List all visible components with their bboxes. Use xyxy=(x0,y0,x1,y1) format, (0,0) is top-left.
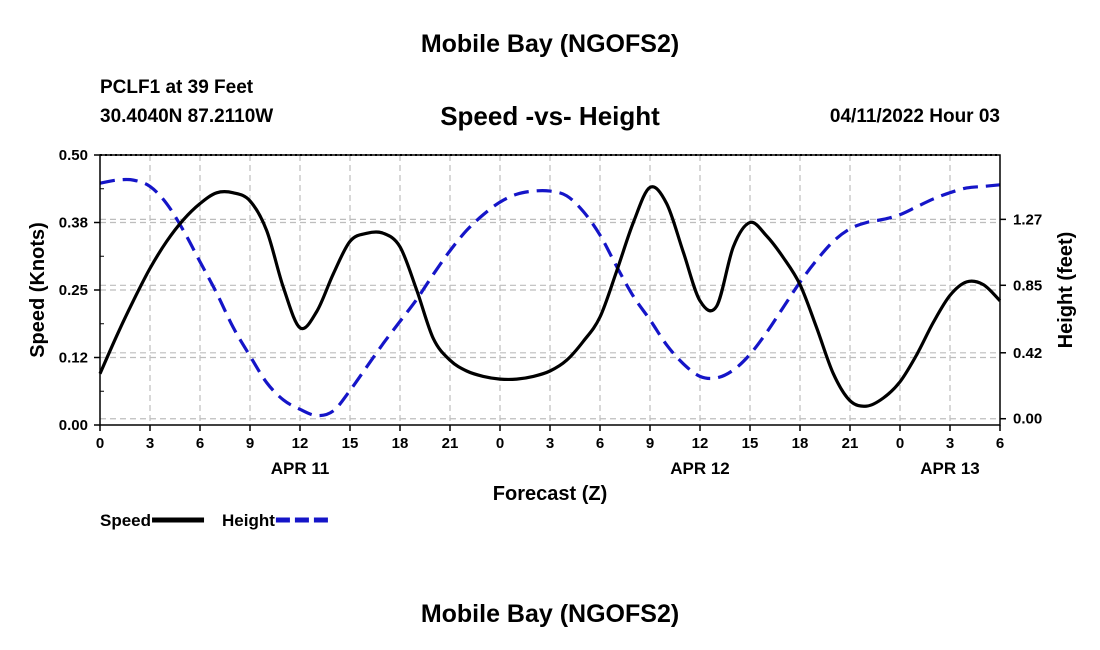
x-tick-label: 18 xyxy=(392,435,409,452)
left-axis-label: Speed (Knots) xyxy=(27,222,49,358)
left-tick-label: 0.25 xyxy=(59,282,88,299)
x-tick-label: 3 xyxy=(546,435,554,452)
right-axis-label: Height (feet) xyxy=(1055,232,1077,349)
x-tick-label: 0 xyxy=(96,435,104,452)
x-tick-label: 0 xyxy=(896,435,904,452)
x-tick-label: 21 xyxy=(442,435,459,452)
left-tick-label: 0.00 xyxy=(59,417,88,434)
right-tick-label: 1.27 xyxy=(1013,211,1042,228)
x-tick-label: 15 xyxy=(742,435,759,452)
footer-title: Mobile Bay (NGOFS2) xyxy=(420,600,680,628)
x-tick-label: 18 xyxy=(792,435,809,452)
station-coordinates: 30.4040N 87.2110W xyxy=(100,106,274,127)
x-tick-label: 15 xyxy=(342,435,359,452)
forecast-datetime: 04/11/2022 Hour 03 xyxy=(829,106,1000,127)
x-date-label: APR 13 xyxy=(920,459,980,478)
speed-series-line xyxy=(98,185,1002,408)
chart-subtitle: Speed -vs- Height xyxy=(440,101,660,131)
x-tick-label: 12 xyxy=(292,435,309,452)
x-tick-label: 21 xyxy=(842,435,859,452)
grid-lines xyxy=(100,155,1000,425)
legend: Speed Height xyxy=(100,511,328,530)
x-tick-label: 9 xyxy=(646,435,654,452)
right-tick-label: 0.00 xyxy=(1013,411,1042,428)
x-date-label: APR 11 xyxy=(271,459,330,478)
x-tick-label: 6 xyxy=(596,435,604,452)
x-tick-label: 6 xyxy=(196,435,204,452)
x-tick-label: 3 xyxy=(146,435,154,452)
legend-label-speed: Speed xyxy=(100,511,151,530)
legend-label-height: Height xyxy=(222,511,275,530)
left-tick-label: 0.12 xyxy=(59,350,88,367)
x-tick-label: 6 xyxy=(996,435,1004,452)
right-tick-label: 0.85 xyxy=(1013,277,1042,294)
x-date-label: APR 12 xyxy=(670,459,730,478)
station-name: PCLF1 at 39 Feet xyxy=(100,77,254,98)
data-series xyxy=(98,177,1002,418)
axes: 0 3 6 9 12 15 18 21 0 3 6 9 12 15 18 21 0 3 6 APR 11 APR 12 A… xyxy=(27,147,1077,505)
x-tick-label: 0 xyxy=(496,435,504,452)
x-tick-label: 3 xyxy=(946,435,954,452)
chart-title: Mobile Bay (NGOFS2) xyxy=(420,30,680,58)
height-series-line xyxy=(99,177,1001,418)
left-tick-label: 0.50 xyxy=(59,147,88,164)
left-tick-label: 0.38 xyxy=(59,215,88,232)
right-tick-label: 0.42 xyxy=(1013,345,1042,362)
x-axis-label: Forecast (Z) xyxy=(493,483,607,505)
x-tick-label: 9 xyxy=(246,435,254,452)
x-tick-label: 12 xyxy=(692,435,709,452)
